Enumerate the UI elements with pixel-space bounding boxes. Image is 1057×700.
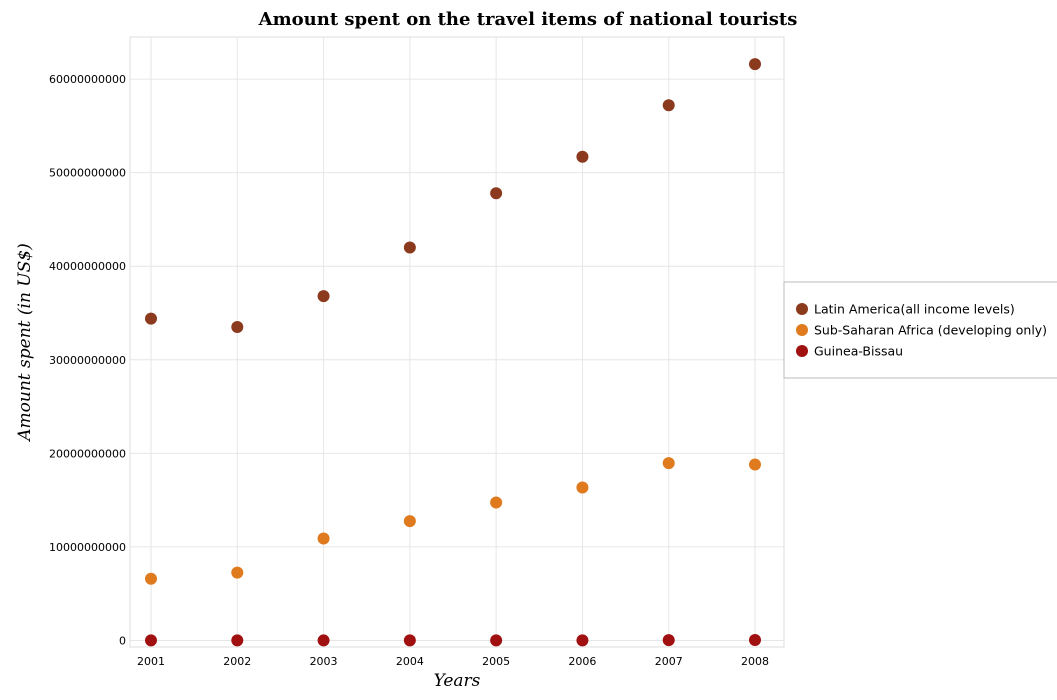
x-gridlines	[150, 37, 756, 647]
y-tick-label: 30000000000	[49, 354, 126, 367]
data-point-series-2	[317, 532, 330, 545]
x-tick-label: 2007	[655, 655, 683, 668]
data-point-series-3	[490, 634, 503, 647]
data-point-series-2	[490, 496, 503, 509]
data-point-series-3	[145, 634, 157, 647]
data-point-series-2	[145, 572, 157, 585]
data-point-series-2	[403, 515, 416, 528]
data-point-series-1	[145, 312, 157, 325]
plot-background	[129, 36, 785, 648]
y-tick-label: 50000000000	[49, 167, 126, 180]
data-point-series-3	[403, 634, 416, 647]
chart-title: Amount spent on the travel items of nati…	[258, 9, 798, 30]
legend: Latin America(all income levels) Sub-Saha…	[783, 281, 1057, 379]
plot-area	[129, 36, 785, 648]
legend-marker	[796, 324, 808, 336]
data-point-series-1	[403, 241, 416, 254]
data-point-series-1	[662, 99, 675, 112]
data-point-series-1	[490, 187, 503, 200]
legend-label: Guinea-Bissau	[814, 344, 903, 359]
data-points	[145, 58, 761, 647]
data-point-series-1	[231, 321, 244, 334]
data-point-series-3	[317, 634, 330, 647]
data-point-series-3	[749, 634, 761, 647]
data-point-series-2	[231, 566, 244, 579]
data-point-series-2	[576, 481, 589, 494]
y-tick-label: 40000000000	[49, 260, 126, 273]
y-tick-label: 20000000000	[49, 447, 126, 460]
legend-marker	[796, 303, 808, 315]
data-point-series-3	[576, 634, 589, 647]
y-axis-label: Amount spent (in US$)	[15, 243, 35, 442]
x-tick-label: 2005	[482, 655, 510, 668]
data-point-series-2	[749, 458, 761, 471]
x-tick-label: 2003	[310, 655, 338, 668]
y-tick-label: 0	[119, 634, 126, 647]
x-axis-label: Years	[434, 671, 481, 691]
y-tick-label: 10000000000	[49, 541, 126, 554]
data-point-series-3	[662, 634, 675, 647]
data-point-series-1	[576, 150, 589, 163]
legend-marker	[796, 345, 808, 357]
data-point-series-1	[749, 58, 761, 71]
y-tick-label: 60000000000	[49, 73, 126, 86]
data-point-series-1	[317, 290, 330, 303]
x-tick-label: 2004	[396, 655, 424, 668]
x-tick-label: 2001	[137, 655, 165, 668]
legend-label: Sub-Saharan Africa (developing only)	[814, 323, 1047, 338]
legend-label: Latin America(all income levels)	[814, 302, 1015, 317]
y-gridlines	[130, 78, 784, 641]
legend-box	[783, 281, 1057, 379]
y-axis: 0 10000000000 20000000000 30000000000 400000…	[49, 73, 126, 647]
x-tick-label: 2008	[741, 655, 769, 668]
data-point-series-2	[662, 457, 675, 470]
x-tick-label: 2006	[568, 655, 596, 668]
x-tick-label: 2002	[223, 655, 251, 668]
data-point-series-3	[231, 634, 244, 647]
x-axis: 2001 2002 2003 2004 2005 2006 2007 2008	[137, 655, 769, 668]
